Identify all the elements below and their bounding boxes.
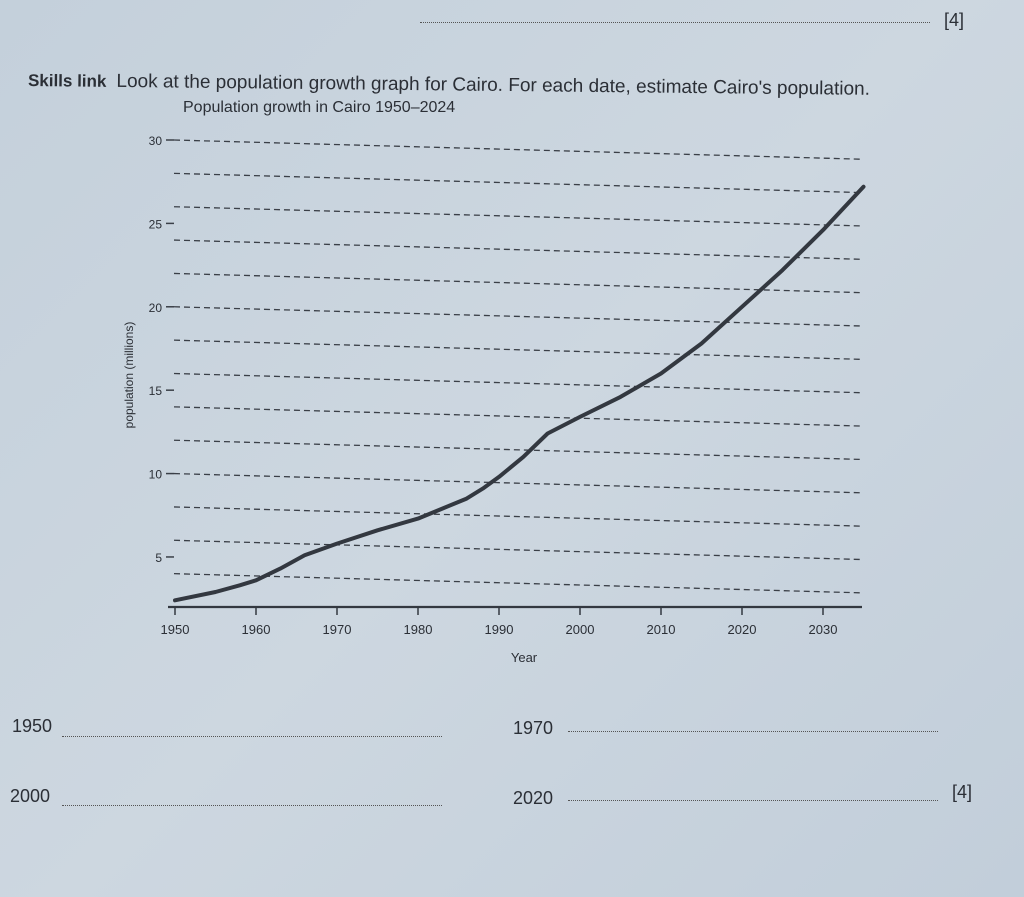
answer-field-2020[interactable] [568,800,938,801]
gridline [173,539,863,561]
x-tick-label: 2010 [647,622,676,637]
gridline [173,206,863,227]
gridline [173,439,863,461]
gridline [173,406,863,427]
x-tick-label: 1960 [242,622,271,637]
x-tick-label: 1980 [404,622,433,637]
gridline [173,272,863,294]
y-axis-label: population (millions) [122,322,136,429]
y-tick-label: 10 [149,468,163,482]
gridline [173,172,863,194]
y-tick-label: 25 [149,217,163,231]
y-tick-label: 20 [149,301,163,315]
x-tick-label: 1970 [323,622,352,637]
population-line [173,184,866,603]
marks-label: [4] [944,10,965,30]
y-tick-label: 15 [149,384,163,398]
gridline [173,472,863,494]
gridline [173,372,863,394]
gridline [173,506,863,527]
gridline [173,239,863,260]
y-tick-label: 30 [149,134,163,148]
y-tick-label: 5 [155,551,162,565]
answer-year-1950: 1950 [12,716,53,736]
answer-year-1970: 1970 [513,718,554,738]
x-axis-label: Year [511,650,538,665]
x-tick-label: 2030 [809,622,838,637]
x-tick-label: 1990 [485,622,514,637]
population-chart: Population growth in Cairo 1950–2024 5 10… [122,99,866,665]
gridline [173,572,863,594]
x-tick-label: 1950 [161,622,190,637]
gridline [173,306,863,327]
answer-year-2000: 2000 [10,786,51,806]
answer-field-1970[interactable] [568,731,938,732]
answer-field-1950[interactable] [62,736,442,737]
gridline [173,339,863,361]
chart-title: Population growth in Cairo 1950–2024 [183,99,455,116]
marks-label-bottom: [4] [952,782,973,802]
answer-field-2000[interactable] [62,805,442,806]
answer-line-previous [420,22,930,23]
x-tick-label: 2000 [566,622,595,637]
answer-year-2020: 2020 [513,788,554,808]
x-tick-label: 2020 [728,622,757,637]
gridline [173,139,863,160]
